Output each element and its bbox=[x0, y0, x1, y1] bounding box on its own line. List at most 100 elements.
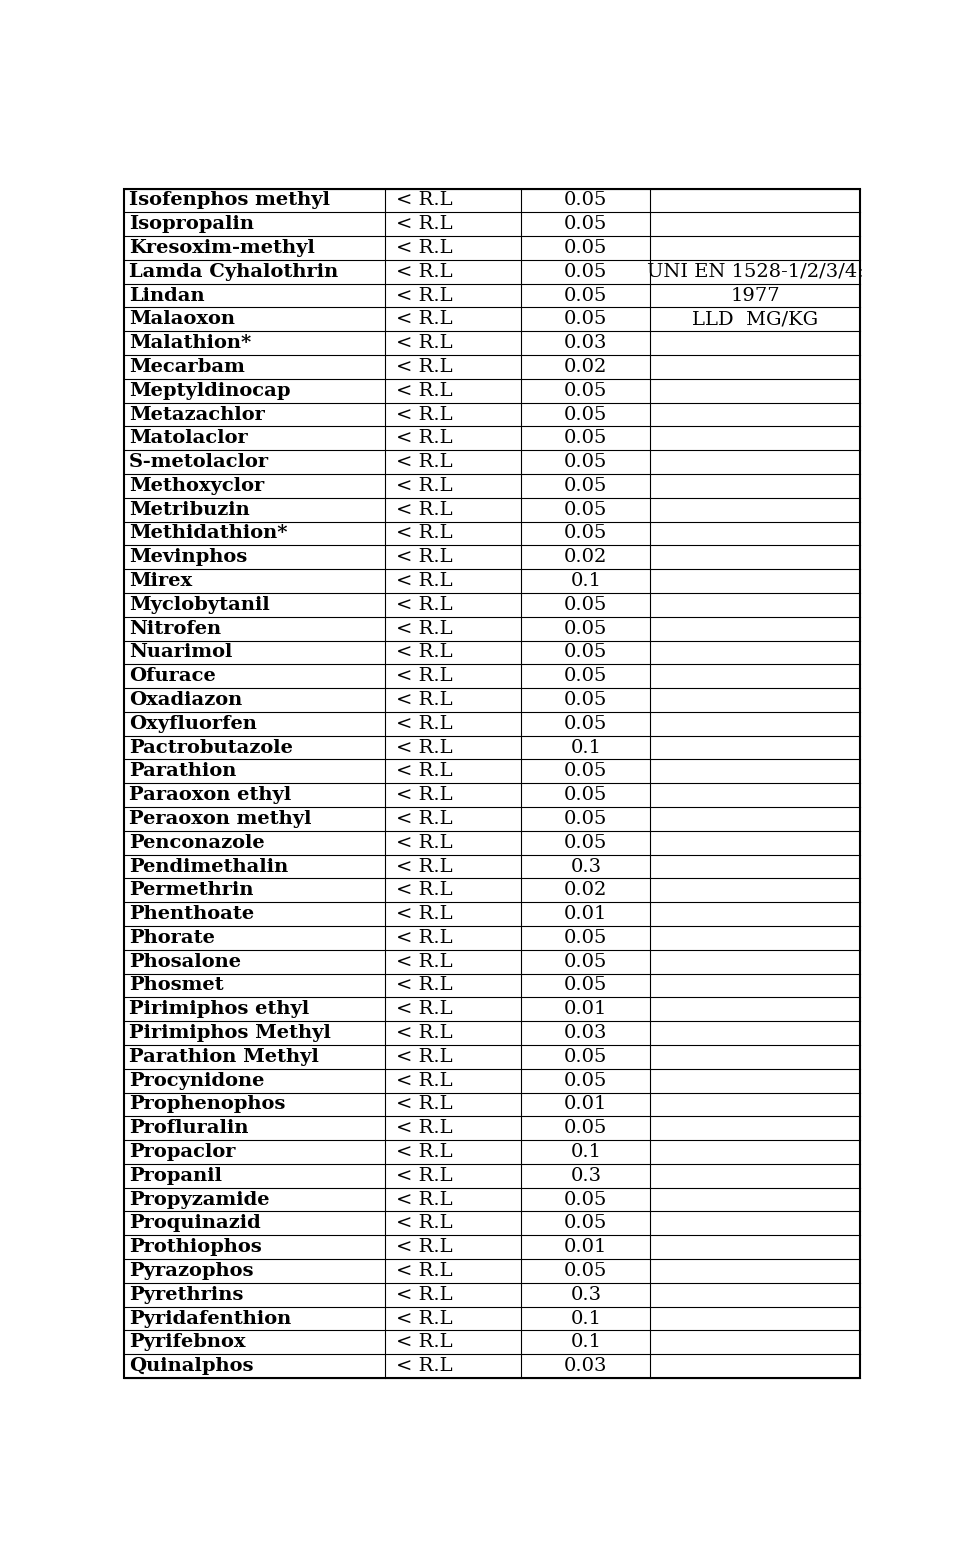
Text: < R.L: < R.L bbox=[396, 548, 453, 566]
Text: 0.1: 0.1 bbox=[570, 1334, 601, 1351]
Text: 0.05: 0.05 bbox=[564, 1072, 608, 1090]
Text: < R.L: < R.L bbox=[396, 1286, 453, 1304]
Text: 0.01: 0.01 bbox=[564, 906, 608, 923]
Text: Phosmet: Phosmet bbox=[129, 977, 224, 994]
Text: < R.L: < R.L bbox=[396, 1263, 453, 1280]
Text: Oxadiazon: Oxadiazon bbox=[129, 692, 242, 709]
Text: Procynidone: Procynidone bbox=[129, 1072, 264, 1090]
Text: < R.L: < R.L bbox=[396, 692, 453, 709]
Text: 0.05: 0.05 bbox=[564, 692, 608, 709]
Text: Methoxyclor: Methoxyclor bbox=[129, 476, 264, 495]
Text: < R.L: < R.L bbox=[396, 977, 453, 994]
Text: 0.05: 0.05 bbox=[564, 1120, 608, 1137]
Text: < R.L: < R.L bbox=[396, 524, 453, 543]
Text: Phenthoate: Phenthoate bbox=[129, 906, 254, 923]
Text: 0.05: 0.05 bbox=[564, 596, 608, 614]
Text: Prophenophos: Prophenophos bbox=[129, 1095, 285, 1114]
Text: Pyrethrins: Pyrethrins bbox=[129, 1286, 243, 1304]
Text: 0.05: 0.05 bbox=[564, 834, 608, 851]
Text: < R.L: < R.L bbox=[396, 1357, 453, 1376]
Text: < R.L: < R.L bbox=[396, 239, 453, 257]
Text: 0.1: 0.1 bbox=[570, 1309, 601, 1328]
Text: < R.L: < R.L bbox=[396, 929, 453, 948]
Text: UNI EN 1528-1/2/3/4:: UNI EN 1528-1/2/3/4: bbox=[647, 262, 864, 281]
Text: < R.L: < R.L bbox=[396, 1191, 453, 1208]
Text: Paraoxon ethyl: Paraoxon ethyl bbox=[129, 786, 291, 803]
Text: < R.L: < R.L bbox=[396, 810, 453, 828]
Text: 0.05: 0.05 bbox=[564, 1214, 608, 1233]
Text: Matolaclor: Matolaclor bbox=[129, 430, 248, 447]
Text: 0.3: 0.3 bbox=[570, 858, 602, 875]
Text: < R.L: < R.L bbox=[396, 572, 453, 589]
Text: < R.L: < R.L bbox=[396, 834, 453, 851]
Text: Propaclor: Propaclor bbox=[129, 1143, 235, 1162]
Text: 0.01: 0.01 bbox=[564, 1095, 608, 1114]
Text: Mevinphos: Mevinphos bbox=[129, 548, 247, 566]
Text: Meptyldinocap: Meptyldinocap bbox=[129, 382, 290, 400]
Text: 0.05: 0.05 bbox=[564, 191, 608, 209]
Text: Pirimiphos Methyl: Pirimiphos Methyl bbox=[129, 1024, 331, 1042]
Text: LLD  MG/KG: LLD MG/KG bbox=[692, 310, 818, 329]
Text: 0.05: 0.05 bbox=[564, 667, 608, 686]
Text: 0.3: 0.3 bbox=[570, 1166, 602, 1185]
Text: 0.05: 0.05 bbox=[564, 1048, 608, 1066]
Text: < R.L: < R.L bbox=[396, 310, 453, 329]
Text: < R.L: < R.L bbox=[396, 382, 453, 400]
Text: < R.L: < R.L bbox=[396, 333, 453, 352]
Text: < R.L: < R.L bbox=[396, 881, 453, 900]
Text: Lindan: Lindan bbox=[129, 287, 204, 304]
Text: < R.L: < R.L bbox=[396, 858, 453, 875]
Text: < R.L: < R.L bbox=[396, 430, 453, 447]
Text: < R.L: < R.L bbox=[396, 453, 453, 472]
Text: < R.L: < R.L bbox=[396, 262, 453, 281]
Text: 0.1: 0.1 bbox=[570, 738, 601, 757]
Text: 0.02: 0.02 bbox=[564, 548, 608, 566]
Text: < R.L: < R.L bbox=[396, 738, 453, 757]
Text: Isofenphos methyl: Isofenphos methyl bbox=[129, 191, 330, 209]
Text: < R.L: < R.L bbox=[396, 358, 453, 375]
Text: 0.02: 0.02 bbox=[564, 881, 608, 900]
Text: Malaoxon: Malaoxon bbox=[129, 310, 235, 329]
Text: Isopropalin: Isopropalin bbox=[129, 216, 253, 233]
Text: < R.L: < R.L bbox=[396, 1024, 453, 1042]
Text: < R.L: < R.L bbox=[396, 1309, 453, 1328]
Text: < R.L: < R.L bbox=[396, 1000, 453, 1019]
Text: 0.02: 0.02 bbox=[564, 358, 608, 375]
Text: 0.03: 0.03 bbox=[564, 1024, 608, 1042]
Text: 0.05: 0.05 bbox=[564, 786, 608, 803]
Text: 0.05: 0.05 bbox=[564, 952, 608, 971]
Text: 0.05: 0.05 bbox=[564, 501, 608, 518]
Text: Propanil: Propanil bbox=[129, 1166, 222, 1185]
Text: < R.L: < R.L bbox=[396, 501, 453, 518]
Text: < R.L: < R.L bbox=[396, 1095, 453, 1114]
Text: 0.05: 0.05 bbox=[564, 977, 608, 994]
Text: < R.L: < R.L bbox=[396, 906, 453, 923]
Text: 0.01: 0.01 bbox=[564, 1000, 608, 1019]
Text: 0.05: 0.05 bbox=[564, 929, 608, 948]
Text: 0.05: 0.05 bbox=[564, 453, 608, 472]
Text: < R.L: < R.L bbox=[396, 191, 453, 209]
Text: Pendimethalin: Pendimethalin bbox=[129, 858, 288, 875]
Text: Kresoxim-methyl: Kresoxim-methyl bbox=[129, 239, 315, 257]
Text: Myclobytanil: Myclobytanil bbox=[129, 596, 270, 614]
Text: Nitrofen: Nitrofen bbox=[129, 619, 221, 637]
Text: < R.L: < R.L bbox=[396, 1143, 453, 1162]
Text: 0.05: 0.05 bbox=[564, 524, 608, 543]
Text: < R.L: < R.L bbox=[396, 1120, 453, 1137]
Text: 0.1: 0.1 bbox=[570, 1143, 601, 1162]
Text: < R.L: < R.L bbox=[396, 667, 453, 686]
Text: 0.05: 0.05 bbox=[564, 216, 608, 233]
Text: Prothiophos: Prothiophos bbox=[129, 1238, 262, 1256]
Text: < R.L: < R.L bbox=[396, 644, 453, 661]
Text: 0.05: 0.05 bbox=[564, 310, 608, 329]
Text: < R.L: < R.L bbox=[396, 1072, 453, 1090]
Text: 0.05: 0.05 bbox=[564, 476, 608, 495]
Text: Ofurace: Ofurace bbox=[129, 667, 216, 686]
Text: < R.L: < R.L bbox=[396, 763, 453, 780]
Text: Nuarimol: Nuarimol bbox=[129, 644, 232, 661]
Text: Mirex: Mirex bbox=[129, 572, 192, 589]
Text: Pirimiphos ethyl: Pirimiphos ethyl bbox=[129, 1000, 309, 1019]
Text: < R.L: < R.L bbox=[396, 1334, 453, 1351]
Text: Lamda Cyhalothrin: Lamda Cyhalothrin bbox=[129, 262, 338, 281]
Text: < R.L: < R.L bbox=[396, 715, 453, 732]
